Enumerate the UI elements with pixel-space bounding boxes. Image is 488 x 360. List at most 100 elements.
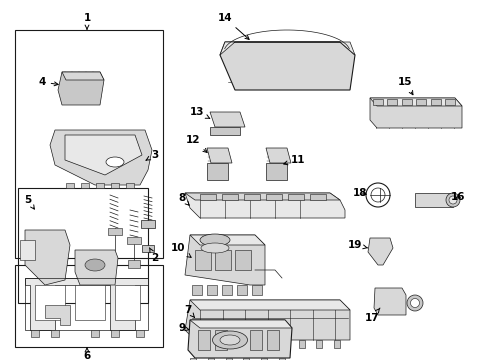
Polygon shape (187, 320, 291, 358)
Bar (126, 183, 134, 188)
Polygon shape (251, 285, 262, 295)
Text: 7: 7 (184, 305, 194, 318)
Text: 3: 3 (146, 150, 158, 160)
Ellipse shape (200, 234, 229, 246)
Polygon shape (65, 135, 142, 175)
Text: 6: 6 (83, 348, 90, 360)
Ellipse shape (409, 298, 419, 307)
Polygon shape (227, 340, 233, 348)
Polygon shape (142, 245, 154, 252)
Ellipse shape (106, 157, 124, 167)
Polygon shape (136, 330, 143, 337)
Ellipse shape (445, 193, 459, 207)
Polygon shape (51, 330, 59, 337)
Text: 15: 15 (397, 77, 412, 95)
Bar (444, 99, 454, 105)
Polygon shape (265, 163, 286, 180)
Bar (265, 194, 282, 200)
Polygon shape (184, 235, 264, 285)
Polygon shape (316, 340, 322, 348)
Bar (415, 99, 426, 105)
Bar (15, 30, 163, 258)
Text: 17: 17 (364, 308, 379, 323)
Polygon shape (369, 98, 461, 128)
Bar (215, 330, 226, 350)
Polygon shape (373, 288, 405, 315)
Bar (430, 99, 440, 105)
Ellipse shape (85, 259, 105, 271)
Bar (200, 194, 216, 200)
Bar (15, 265, 163, 347)
Polygon shape (190, 320, 291, 328)
Polygon shape (25, 278, 148, 330)
Polygon shape (108, 228, 122, 235)
Bar (309, 194, 325, 200)
Bar (414, 193, 452, 207)
Polygon shape (220, 42, 354, 55)
Bar (215, 250, 230, 270)
Text: 4: 4 (38, 77, 58, 87)
Polygon shape (237, 285, 246, 295)
Text: 2: 2 (149, 248, 158, 263)
Polygon shape (192, 340, 198, 348)
Polygon shape (243, 358, 249, 360)
Bar (249, 330, 262, 350)
Polygon shape (369, 98, 461, 106)
Text: 16: 16 (450, 192, 464, 202)
Polygon shape (209, 340, 215, 348)
Polygon shape (91, 330, 99, 337)
Bar (198, 330, 209, 350)
Text: 13: 13 (189, 107, 209, 118)
Bar (75, 285, 105, 320)
Polygon shape (263, 340, 268, 348)
Bar (266, 330, 279, 350)
Ellipse shape (220, 335, 240, 345)
Polygon shape (190, 358, 196, 360)
Bar (115, 285, 140, 320)
Polygon shape (298, 340, 304, 348)
Polygon shape (225, 358, 231, 360)
Polygon shape (206, 163, 227, 180)
Ellipse shape (201, 243, 228, 253)
Bar (222, 194, 238, 200)
Polygon shape (25, 230, 70, 285)
Bar (372, 99, 382, 105)
Polygon shape (190, 235, 264, 245)
Polygon shape (75, 250, 118, 285)
Polygon shape (184, 193, 345, 218)
Ellipse shape (448, 196, 456, 204)
Text: 9: 9 (178, 323, 188, 333)
Polygon shape (279, 358, 285, 360)
Polygon shape (367, 238, 392, 265)
Polygon shape (190, 300, 349, 310)
Polygon shape (184, 300, 349, 340)
Polygon shape (265, 148, 290, 163)
Polygon shape (184, 193, 339, 200)
Polygon shape (31, 330, 39, 337)
Polygon shape (207, 358, 213, 360)
Polygon shape (206, 285, 217, 295)
Ellipse shape (406, 295, 422, 311)
Text: 11: 11 (283, 155, 305, 165)
Polygon shape (111, 330, 119, 337)
Polygon shape (245, 340, 251, 348)
Polygon shape (209, 127, 240, 135)
Bar (195, 250, 210, 270)
Ellipse shape (212, 331, 247, 349)
Polygon shape (20, 240, 35, 260)
Bar (386, 99, 397, 105)
Text: 12: 12 (185, 135, 207, 152)
Polygon shape (62, 72, 104, 80)
Polygon shape (128, 260, 140, 268)
Bar (96, 183, 104, 188)
Bar (244, 194, 260, 200)
Polygon shape (50, 130, 152, 185)
Polygon shape (280, 340, 286, 348)
Bar (18, 188, 148, 303)
Polygon shape (58, 72, 104, 105)
Text: 18: 18 (352, 188, 366, 198)
Text: 19: 19 (347, 240, 367, 250)
Polygon shape (206, 148, 231, 163)
Bar (235, 250, 250, 270)
Polygon shape (261, 358, 266, 360)
